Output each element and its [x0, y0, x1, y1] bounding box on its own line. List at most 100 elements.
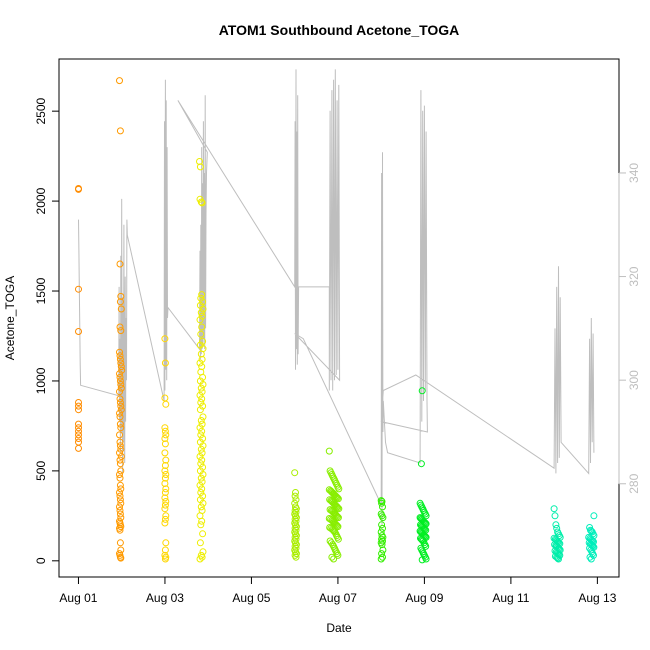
data-point	[199, 442, 207, 450]
data-point	[162, 498, 170, 505]
data-point	[162, 456, 170, 464]
data-point	[117, 499, 125, 507]
data-point	[117, 467, 125, 475]
data-point	[161, 501, 169, 509]
data-point	[116, 496, 124, 504]
data-point	[197, 431, 205, 439]
data-point	[198, 478, 206, 486]
data-point	[118, 366, 126, 374]
data-point	[197, 384, 205, 392]
data-point	[379, 514, 387, 522]
data-point	[75, 406, 82, 414]
scatter-series	[75, 77, 598, 564]
data-point	[162, 400, 170, 408]
data-point	[197, 309, 205, 317]
data-point	[197, 350, 205, 358]
data-point	[161, 505, 169, 513]
data-point	[292, 550, 300, 558]
data-point	[161, 494, 169, 502]
data-point	[328, 553, 336, 561]
y-axis-label: Acetone_TOGA	[3, 276, 17, 361]
data-point	[162, 512, 170, 520]
right-tick-label: 340	[627, 163, 641, 183]
data-point	[117, 305, 125, 313]
data-point	[377, 497, 385, 505]
data-point	[116, 127, 124, 135]
data-point	[334, 495, 342, 503]
data-point	[292, 535, 300, 543]
data-point	[198, 553, 206, 561]
data-point	[161, 474, 169, 482]
data-point	[334, 523, 342, 531]
data-point	[199, 471, 207, 478]
data-point	[161, 424, 169, 432]
data-point	[75, 420, 82, 428]
data-point	[161, 546, 169, 554]
data-point	[196, 481, 204, 489]
data-point	[116, 507, 124, 514]
data-point	[379, 524, 386, 532]
data-point	[117, 424, 125, 432]
data-point	[197, 503, 205, 511]
data-point	[379, 503, 386, 511]
data-point	[199, 499, 207, 507]
data-point	[377, 555, 385, 563]
data-point	[75, 431, 82, 439]
chart-title: ATOM1 Southbound Acetone_TOGA	[219, 22, 460, 38]
data-point	[335, 485, 343, 493]
data-point	[198, 456, 206, 464]
data-point	[198, 388, 206, 396]
data-point	[198, 449, 206, 457]
data-point	[117, 402, 125, 410]
data-point	[161, 515, 169, 523]
data-point	[197, 460, 205, 468]
data-point	[418, 387, 426, 395]
data-point	[117, 327, 125, 335]
x-tick-label: Aug 13	[578, 591, 616, 605]
data-point	[330, 555, 338, 563]
data-point	[161, 462, 169, 469]
data-point	[378, 550, 386, 558]
data-point	[116, 413, 124, 421]
data-point	[418, 556, 426, 564]
data-point	[117, 381, 125, 388]
data-point	[75, 399, 82, 406]
data-point	[116, 526, 124, 534]
data-point	[116, 370, 123, 378]
x-tick-label: Aug 03	[146, 591, 184, 605]
data-point	[197, 330, 205, 338]
data-point	[291, 492, 299, 500]
data-point	[292, 526, 300, 534]
data-point	[116, 474, 124, 482]
secondary-line-series	[78, 69, 595, 526]
data-point	[117, 359, 125, 367]
data-point	[292, 508, 300, 516]
data-point	[422, 555, 430, 563]
data-point	[292, 517, 300, 525]
data-point	[199, 337, 207, 345]
data-point	[292, 553, 300, 561]
data-point	[292, 489, 299, 496]
x-tick-label: Aug 09	[405, 591, 443, 605]
data-point	[199, 298, 207, 306]
data-point	[161, 335, 169, 343]
data-point	[116, 420, 124, 428]
data-point	[199, 373, 207, 381]
data-point	[198, 312, 206, 320]
data-point	[196, 424, 204, 432]
data-point	[116, 388, 123, 396]
data-point	[590, 551, 597, 559]
data-point	[199, 381, 207, 388]
data-point	[198, 199, 206, 207]
data-point	[117, 485, 125, 493]
data-point	[116, 431, 123, 439]
data-point	[116, 481, 124, 489]
data-point	[197, 399, 205, 406]
data-point	[117, 363, 125, 371]
data-point	[117, 406, 125, 414]
data-point	[116, 503, 123, 511]
data-point	[332, 521, 340, 529]
data-point	[116, 395, 124, 403]
data-point	[117, 445, 125, 453]
data-point	[197, 294, 205, 302]
